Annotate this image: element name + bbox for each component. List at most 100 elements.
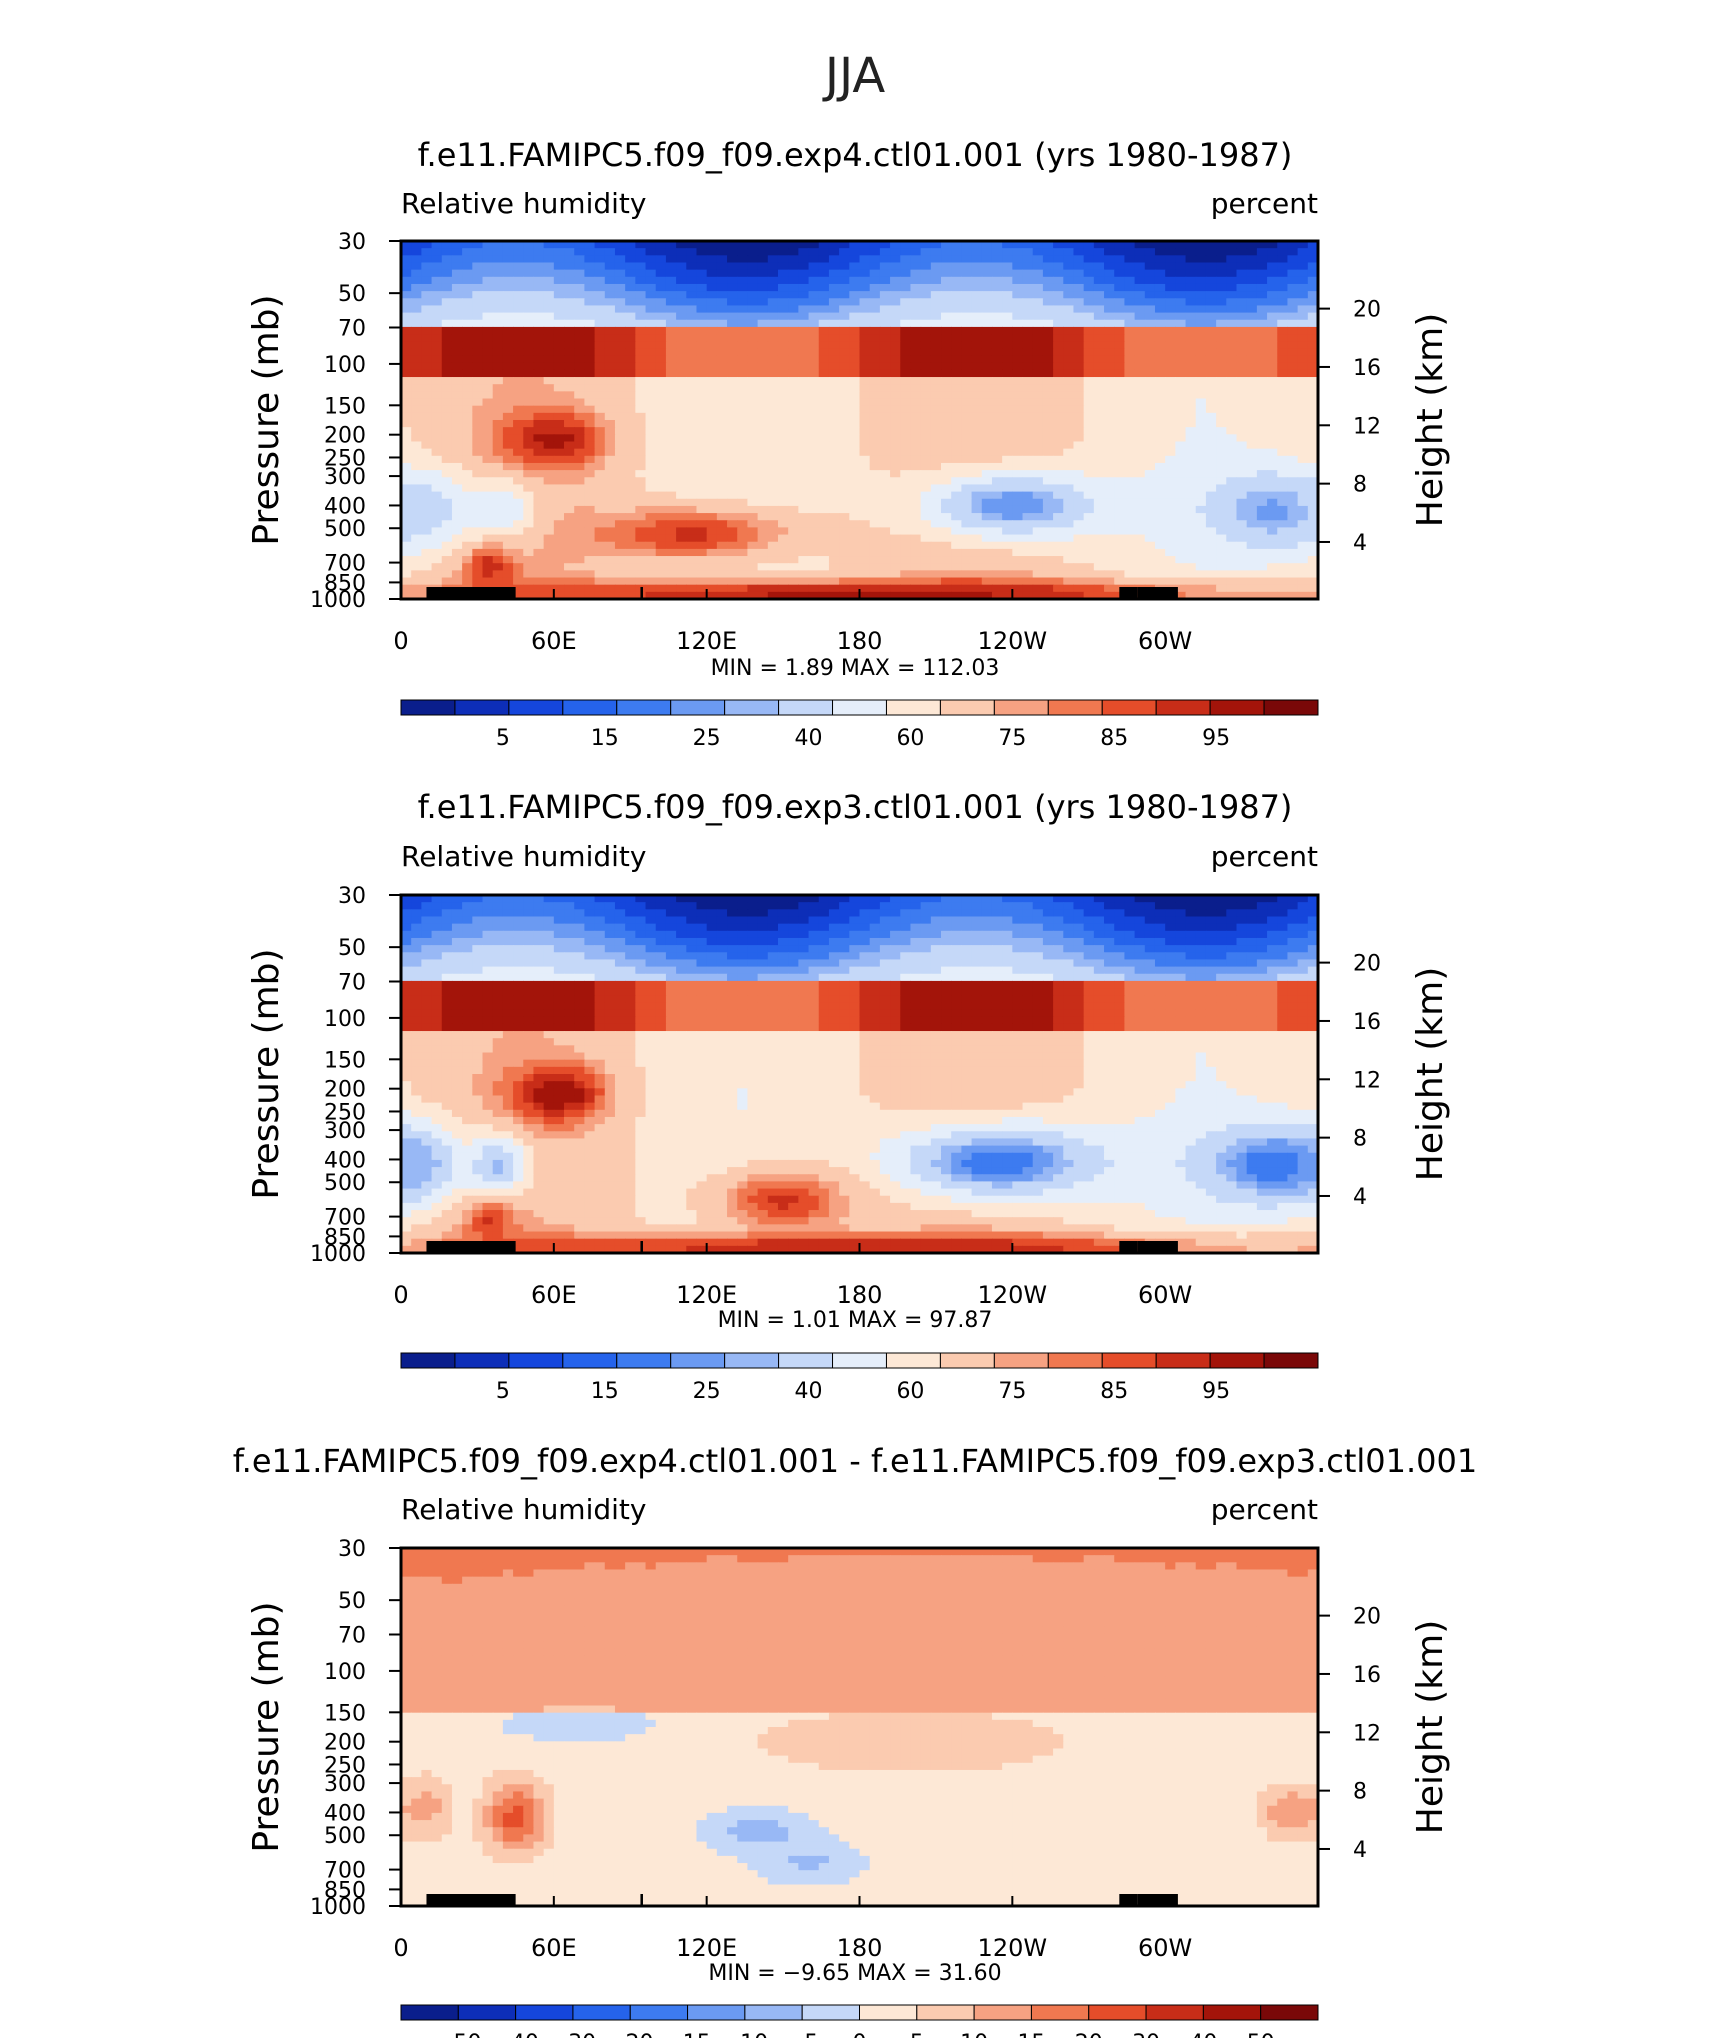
contour-cell bbox=[594, 305, 606, 314]
contour-cell bbox=[635, 391, 647, 400]
contour-cell bbox=[716, 895, 728, 903]
contour-cell bbox=[706, 434, 718, 443]
contour-cell bbox=[1287, 319, 1299, 328]
contour-cell bbox=[543, 269, 555, 278]
contour-cell bbox=[513, 484, 524, 493]
contour-cell bbox=[441, 513, 453, 521]
contour-cell bbox=[930, 448, 942, 457]
contour-cell bbox=[1154, 269, 1166, 278]
contour-cell bbox=[1236, 570, 1248, 579]
contour-cell bbox=[1175, 269, 1187, 278]
contour-cell bbox=[828, 556, 840, 564]
contour-cell bbox=[1042, 341, 1054, 349]
contour-cell bbox=[513, 427, 524, 435]
contour-cell bbox=[1216, 355, 1227, 364]
contour-cell bbox=[401, 298, 412, 307]
contour-cell bbox=[564, 534, 575, 543]
contour-cell bbox=[451, 291, 463, 299]
contour-cell bbox=[1256, 434, 1268, 443]
contour-cell bbox=[930, 591, 942, 600]
contour-cell bbox=[788, 548, 799, 557]
contour-cell bbox=[1287, 498, 1299, 507]
contour-cell bbox=[513, 391, 524, 400]
contour-cell bbox=[553, 255, 565, 264]
contour-cell bbox=[961, 305, 973, 314]
contour-cell bbox=[676, 577, 687, 586]
contour-cell bbox=[737, 355, 749, 364]
contour-cell bbox=[594, 391, 606, 400]
contour-cell bbox=[859, 334, 871, 342]
contour-cell bbox=[971, 291, 983, 299]
contour-cell bbox=[1124, 513, 1136, 521]
contour-cell bbox=[492, 319, 504, 328]
contour-cell bbox=[1195, 441, 1207, 450]
contour-cell bbox=[676, 283, 687, 292]
contour-cell bbox=[1063, 291, 1075, 299]
contour-cell bbox=[981, 434, 993, 443]
contour-cell bbox=[879, 420, 891, 428]
contour-cell bbox=[451, 334, 463, 342]
contour-cell bbox=[869, 248, 881, 256]
contour-cell bbox=[788, 462, 799, 471]
contour-cell bbox=[727, 434, 738, 443]
contour-cell bbox=[462, 384, 473, 392]
contour-cell bbox=[401, 312, 412, 321]
contour-cell bbox=[482, 513, 494, 521]
contour-cell bbox=[696, 455, 708, 464]
contour-cell bbox=[1216, 405, 1227, 414]
right-tick-label: 4 bbox=[1353, 531, 1367, 556]
contour-cell bbox=[401, 255, 412, 264]
contour-cell bbox=[594, 276, 606, 285]
contour-cell bbox=[1216, 341, 1227, 349]
contour-cell bbox=[1114, 241, 1126, 249]
contour-cell bbox=[818, 441, 830, 450]
contour-cell bbox=[1053, 563, 1064, 571]
contour-cell bbox=[543, 384, 555, 392]
contour-cell bbox=[1287, 584, 1299, 593]
contour-cell bbox=[523, 391, 535, 400]
contour-cell bbox=[696, 584, 708, 593]
contour-cell bbox=[543, 341, 555, 349]
contour-cell bbox=[818, 377, 830, 385]
contour-cell bbox=[1053, 498, 1064, 507]
contour-cell bbox=[1185, 312, 1197, 321]
contour-cell bbox=[1073, 241, 1085, 249]
contour-cell bbox=[645, 577, 657, 586]
contour-cell bbox=[981, 520, 993, 528]
contour-cell bbox=[757, 448, 769, 457]
contour-cell bbox=[727, 548, 738, 557]
contour-cell bbox=[1002, 527, 1013, 536]
contour-cell bbox=[818, 298, 830, 307]
contour-cell bbox=[564, 513, 575, 521]
contour-cell bbox=[1093, 355, 1105, 364]
contour-cell bbox=[1297, 377, 1309, 385]
contour-cell bbox=[757, 902, 769, 910]
contour-cell bbox=[451, 902, 463, 910]
contour-cell bbox=[1185, 505, 1197, 514]
contour-cell bbox=[625, 412, 636, 421]
contour-cell bbox=[1236, 405, 1248, 414]
contour-cell bbox=[941, 520, 952, 528]
contour-cell bbox=[543, 319, 555, 328]
contour-cell bbox=[472, 377, 484, 385]
contour-cell bbox=[533, 276, 545, 285]
contour-cell bbox=[502, 262, 514, 271]
contour-cell bbox=[1185, 541, 1197, 550]
contour-cell bbox=[747, 420, 759, 428]
contour-cell bbox=[655, 477, 667, 486]
contour-cell bbox=[1267, 548, 1278, 557]
contour-cell bbox=[1297, 412, 1309, 421]
contour-cell bbox=[1277, 241, 1289, 249]
contour-cell bbox=[869, 341, 881, 349]
contour-cell bbox=[1154, 319, 1166, 328]
contour-cell bbox=[818, 262, 830, 271]
contour-cell bbox=[951, 255, 962, 264]
contour-cell bbox=[614, 341, 626, 349]
contour-cell bbox=[971, 241, 983, 249]
contour-cell bbox=[1104, 491, 1115, 500]
contour-cell bbox=[961, 334, 973, 342]
contour-cell bbox=[910, 283, 922, 292]
contour-cell bbox=[1256, 348, 1268, 357]
contour-cell bbox=[1083, 556, 1095, 564]
contour-cell bbox=[411, 895, 422, 903]
